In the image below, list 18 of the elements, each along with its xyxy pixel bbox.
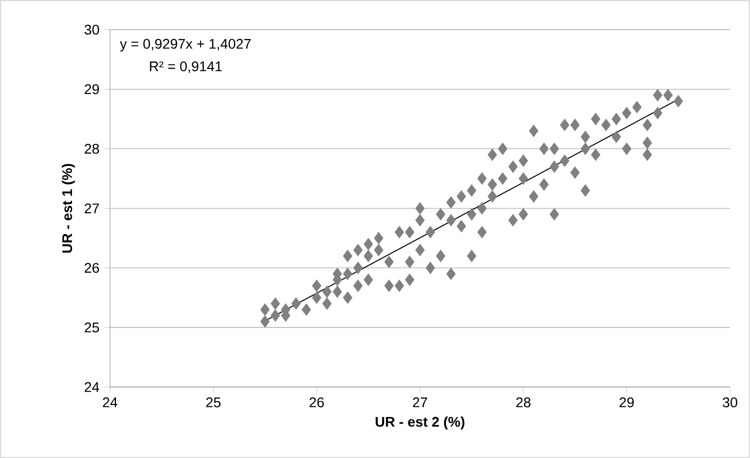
- y-axis-title: UR - est 1 (%): [62, 164, 75, 253]
- y-tick-label: 24: [84, 382, 100, 392]
- x-tick-label: 29: [620, 397, 634, 408]
- x-tick-label: 28: [516, 397, 531, 408]
- y-tick-label: 29: [84, 84, 99, 94]
- x-tick-label: 30: [722, 397, 738, 408]
- y-tick-label: 27: [84, 203, 99, 214]
- annotation: y = 0,9297x + 1,4027: [120, 38, 251, 52]
- x-tick-label: 26: [310, 397, 324, 408]
- x-tick-label: 27: [412, 397, 428, 408]
- x-axis-title: UR - est 2 (%): [376, 416, 464, 430]
- y-tick-label: 30: [84, 24, 100, 35]
- x-tick-label: 24: [102, 397, 118, 408]
- x-tick-label: 25: [206, 397, 221, 408]
- y-tick-label: 28: [84, 144, 99, 154]
- y-tick-label: 26: [84, 262, 99, 273]
- annotation: R² = 0,9141: [150, 61, 222, 73]
- y-tick-label: 25: [84, 322, 100, 332]
